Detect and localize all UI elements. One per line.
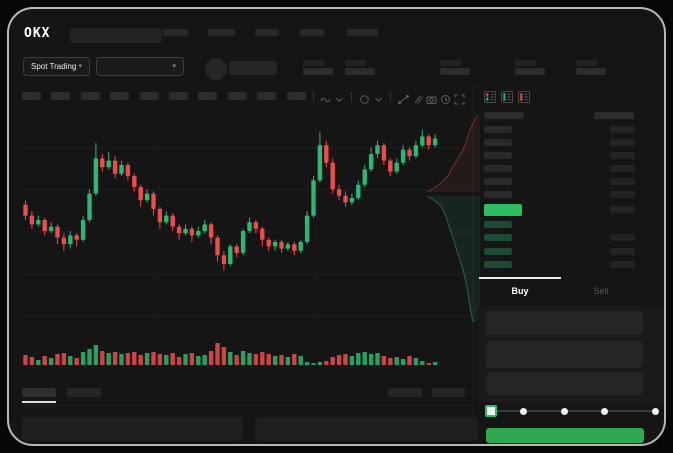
okx-logo[interactable]: OKX bbox=[24, 26, 51, 41]
stat-value-skeleton bbox=[303, 68, 333, 75]
price-input-skeleton[interactable] bbox=[486, 311, 643, 335]
nav-item-skeleton[interactable] bbox=[300, 29, 324, 36]
stat-value-skeleton bbox=[345, 68, 375, 75]
indicator-wave-icon[interactable] bbox=[320, 92, 331, 103]
slider-stop-dot[interactable] bbox=[601, 408, 608, 415]
slider-stop-dot[interactable] bbox=[561, 408, 568, 415]
indicator-circle-icon[interactable] bbox=[359, 92, 370, 104]
orderbook-header-amount-skeleton bbox=[594, 112, 634, 119]
slider-stop-dot[interactable] bbox=[652, 408, 659, 415]
bid-price-skeleton[interactable] bbox=[484, 248, 512, 255]
ask-price-skeleton[interactable] bbox=[484, 152, 512, 159]
trend-line-icon[interactable] bbox=[398, 92, 409, 105]
bid-price-skeleton[interactable] bbox=[484, 234, 512, 241]
bid-amount-skeleton bbox=[610, 248, 635, 255]
app-window: OKX Spot Trading ▾ ▾ bbox=[7, 7, 666, 446]
expand-icon[interactable] bbox=[454, 92, 465, 105]
amount-slider-track[interactable] bbox=[490, 410, 656, 412]
ask-price-skeleton[interactable] bbox=[484, 126, 512, 133]
stat-label-skeleton bbox=[345, 60, 366, 66]
chevron-down-icon: ▾ bbox=[172, 63, 176, 70]
timeframe-button-skeleton[interactable] bbox=[81, 92, 100, 100]
chevron-down-icon: ▾ bbox=[78, 63, 82, 70]
search-input-skeleton[interactable] bbox=[70, 28, 162, 43]
timeframe-button-skeleton[interactable] bbox=[51, 92, 70, 100]
bottom-tab-skeleton[interactable] bbox=[67, 388, 101, 397]
trading-app: OKX Spot Trading ▾ ▾ bbox=[7, 7, 666, 446]
toolbar-divider bbox=[390, 92, 391, 102]
nav-item-skeleton[interactable] bbox=[255, 29, 279, 36]
nav-item-skeleton[interactable] bbox=[347, 29, 378, 36]
timeframe-button-skeleton[interactable] bbox=[22, 92, 41, 100]
stat-label-skeleton bbox=[303, 60, 324, 66]
toolbar-divider bbox=[313, 92, 314, 102]
bid-price-skeleton[interactable] bbox=[484, 221, 512, 228]
slider-handle[interactable] bbox=[485, 405, 497, 417]
market-type-dropdown[interactable]: Spot Trading ▾ bbox=[23, 57, 90, 76]
timeframe-button-skeleton[interactable] bbox=[198, 92, 217, 100]
timer-icon[interactable] bbox=[440, 92, 451, 104]
ask-price-skeleton[interactable] bbox=[484, 139, 512, 146]
buy-button[interactable] bbox=[486, 428, 644, 443]
bottom-action-skeleton[interactable] bbox=[388, 388, 422, 397]
ask-amount-skeleton bbox=[610, 152, 635, 159]
chevron-down-icon[interactable] bbox=[373, 92, 384, 103]
timeframe-button-skeleton[interactable] bbox=[287, 92, 306, 100]
timeframe-button-skeleton[interactable] bbox=[228, 92, 247, 100]
last-price-amount-skeleton bbox=[610, 206, 635, 213]
timeframe-button-skeleton[interactable] bbox=[257, 92, 276, 100]
ask-amount-skeleton bbox=[610, 126, 635, 133]
price-chart[interactable] bbox=[7, 7, 666, 446]
timeframe-button-skeleton[interactable] bbox=[169, 92, 188, 100]
chevron-down-icon[interactable] bbox=[334, 92, 345, 103]
orderbook-header-price-skeleton bbox=[484, 112, 524, 119]
tab-buy[interactable]: Buy bbox=[511, 286, 529, 296]
open-orders-skeleton[interactable] bbox=[22, 417, 243, 441]
market-type-label: Spot Trading bbox=[31, 62, 77, 71]
ask-amount-skeleton bbox=[610, 178, 635, 185]
nav-item-skeleton[interactable] bbox=[208, 29, 235, 36]
bid-amount-skeleton bbox=[610, 234, 635, 241]
timeframe-button-skeleton[interactable] bbox=[110, 92, 129, 100]
ask-price-skeleton[interactable] bbox=[484, 165, 512, 172]
orderbook-mode-bids-icon[interactable] bbox=[501, 90, 513, 103]
toolbar-divider bbox=[351, 92, 352, 102]
section-divider bbox=[22, 405, 473, 406]
draw-icon[interactable] bbox=[412, 92, 423, 104]
order-history-skeleton[interactable] bbox=[255, 417, 478, 441]
active-tab-indicator bbox=[479, 277, 561, 279]
ask-price-skeleton[interactable] bbox=[484, 178, 512, 185]
bottom-action-skeleton[interactable] bbox=[432, 388, 465, 397]
panel-divider bbox=[473, 85, 474, 444]
stat-label-skeleton bbox=[515, 60, 536, 66]
stat-value-skeleton bbox=[576, 68, 606, 75]
orderbook-mode-both-icon[interactable] bbox=[484, 90, 496, 103]
stat-label-skeleton bbox=[440, 60, 461, 66]
bid-amount-skeleton bbox=[610, 261, 635, 268]
bottom-active-tab-underline bbox=[22, 401, 56, 403]
orderbook-mode-asks-icon[interactable] bbox=[518, 90, 530, 103]
stat-label-skeleton bbox=[576, 60, 597, 66]
bottom-tab-skeleton-active[interactable] bbox=[22, 388, 56, 397]
slider-stop-dot[interactable] bbox=[520, 408, 527, 415]
amount-input-skeleton[interactable] bbox=[486, 341, 643, 368]
bid-price-skeleton[interactable] bbox=[484, 261, 512, 268]
tab-sell[interactable]: Sell bbox=[593, 286, 609, 296]
ask-price-skeleton[interactable] bbox=[484, 191, 512, 198]
total-input-skeleton[interactable] bbox=[486, 372, 643, 395]
ask-amount-skeleton bbox=[610, 139, 635, 146]
stat-value-skeleton bbox=[515, 68, 545, 75]
pair-name-skeleton bbox=[229, 61, 277, 75]
timeframe-button-skeleton[interactable] bbox=[140, 92, 159, 100]
pair-selector-dropdown[interactable]: ▾ bbox=[96, 57, 184, 76]
ask-amount-skeleton bbox=[610, 191, 635, 198]
last-price-bar[interactable] bbox=[484, 204, 522, 216]
nav-item-skeleton[interactable] bbox=[163, 29, 188, 36]
ask-amount-skeleton bbox=[610, 165, 635, 172]
stat-value-skeleton bbox=[440, 68, 470, 75]
coin-avatar bbox=[205, 58, 227, 80]
camera-icon[interactable] bbox=[426, 92, 437, 104]
